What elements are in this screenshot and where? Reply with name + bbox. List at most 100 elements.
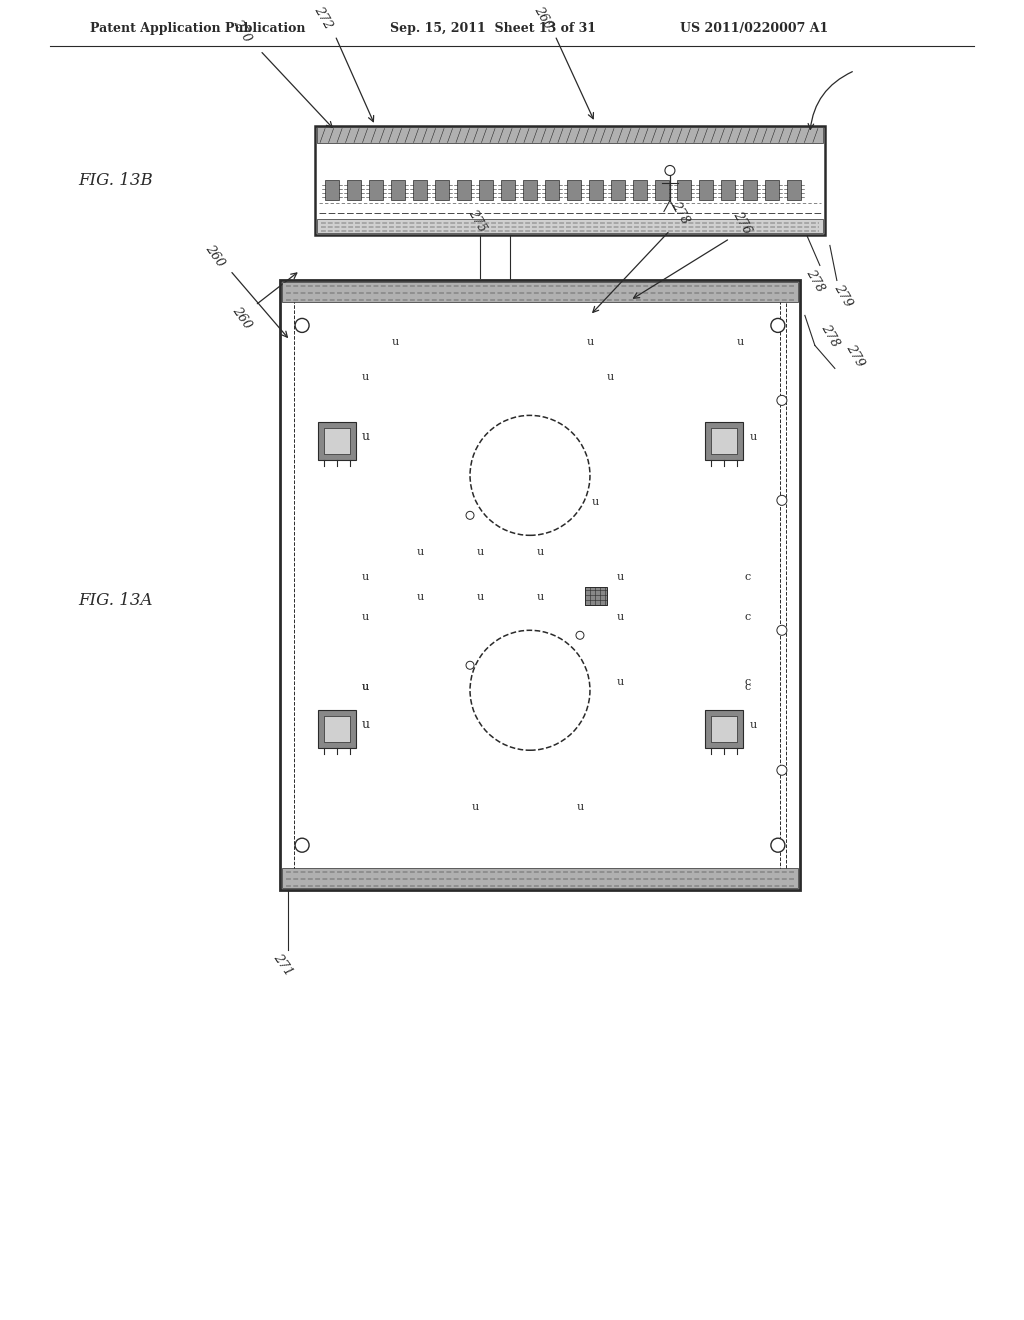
Text: c: c <box>744 677 752 688</box>
Text: u: u <box>361 372 369 383</box>
Circle shape <box>771 318 784 333</box>
Circle shape <box>295 838 309 853</box>
Bar <box>282 282 798 302</box>
Text: u: u <box>537 657 544 668</box>
Bar <box>523 181 537 201</box>
Circle shape <box>470 630 590 750</box>
Text: u: u <box>486 652 494 663</box>
Text: u: u <box>417 548 424 557</box>
Bar <box>655 181 669 201</box>
Bar <box>318 710 356 748</box>
Text: 260: 260 <box>531 4 555 32</box>
Bar <box>479 181 493 201</box>
Bar <box>317 219 823 234</box>
Bar <box>711 717 737 742</box>
Bar <box>318 422 356 461</box>
Circle shape <box>575 631 584 639</box>
Text: u: u <box>591 498 599 507</box>
Text: u: u <box>606 372 613 383</box>
Text: 278: 278 <box>669 199 691 226</box>
Text: u: u <box>537 593 544 602</box>
Bar <box>705 422 742 461</box>
Bar <box>567 181 581 201</box>
Bar <box>786 181 801 201</box>
Text: 260: 260 <box>203 242 227 269</box>
Text: u: u <box>476 593 483 602</box>
Text: Patent Application Publication: Patent Application Publication <box>90 22 306 36</box>
Text: 276: 276 <box>730 209 754 236</box>
Circle shape <box>470 416 590 536</box>
Text: 271: 271 <box>271 952 295 978</box>
Bar <box>347 181 361 201</box>
Bar <box>413 181 427 201</box>
Text: u: u <box>471 803 478 812</box>
Bar <box>589 181 603 201</box>
Bar <box>501 181 515 201</box>
Circle shape <box>777 495 786 506</box>
Bar <box>369 181 383 201</box>
Text: u: u <box>616 573 624 582</box>
Bar <box>435 181 450 201</box>
Circle shape <box>665 165 675 176</box>
Text: u: u <box>361 612 369 622</box>
Text: u: u <box>750 721 757 730</box>
Text: c: c <box>744 682 752 692</box>
Bar <box>545 181 559 201</box>
Text: u: u <box>362 718 370 731</box>
Text: 275: 275 <box>496 281 518 309</box>
Bar <box>294 294 785 876</box>
Bar <box>324 429 350 454</box>
Text: u: u <box>486 498 494 507</box>
Text: u: u <box>362 430 370 444</box>
Text: u: u <box>616 612 624 622</box>
Bar <box>699 181 713 201</box>
Bar <box>325 181 339 201</box>
Bar <box>677 181 691 201</box>
Text: 275: 275 <box>465 207 488 234</box>
Text: 279: 279 <box>843 342 866 370</box>
Bar <box>585 587 607 606</box>
Circle shape <box>295 318 309 333</box>
Bar <box>315 125 825 235</box>
Text: u: u <box>577 803 584 812</box>
Bar <box>611 181 625 201</box>
Circle shape <box>777 766 786 775</box>
Bar <box>282 869 798 888</box>
Bar <box>633 181 647 201</box>
Text: c: c <box>744 612 752 622</box>
Text: c: c <box>744 573 752 582</box>
Circle shape <box>466 661 474 669</box>
Text: 278: 278 <box>818 322 842 348</box>
Text: 270: 270 <box>230 17 254 44</box>
Text: u: u <box>587 338 594 347</box>
Bar <box>721 181 735 201</box>
Text: u: u <box>547 503 554 512</box>
Text: Sep. 15, 2011  Sheet 13 of 31: Sep. 15, 2011 Sheet 13 of 31 <box>390 22 596 36</box>
Text: u: u <box>736 338 743 347</box>
Bar <box>711 429 737 454</box>
Circle shape <box>466 511 474 519</box>
Text: US 2011/0220007 A1: US 2011/0220007 A1 <box>680 22 828 36</box>
Bar <box>281 280 800 890</box>
Text: 279: 279 <box>831 281 854 309</box>
Text: 278: 278 <box>803 267 826 294</box>
Circle shape <box>771 838 784 853</box>
Text: FIG. 13A: FIG. 13A <box>78 591 153 609</box>
Circle shape <box>777 396 786 405</box>
Bar <box>317 128 823 144</box>
Bar <box>391 181 406 201</box>
Text: u: u <box>361 573 369 582</box>
Text: u: u <box>476 548 483 557</box>
Text: u: u <box>361 682 369 692</box>
Text: 260: 260 <box>230 304 254 331</box>
Bar <box>457 181 471 201</box>
Text: FIG. 13B: FIG. 13B <box>78 172 153 189</box>
Text: u: u <box>537 548 544 557</box>
Text: u: u <box>750 433 757 442</box>
Bar <box>742 181 757 201</box>
Text: u: u <box>616 677 624 688</box>
Text: 272: 272 <box>311 4 335 32</box>
Text: u: u <box>417 593 424 602</box>
Bar <box>765 181 779 201</box>
Text: u: u <box>391 338 398 347</box>
